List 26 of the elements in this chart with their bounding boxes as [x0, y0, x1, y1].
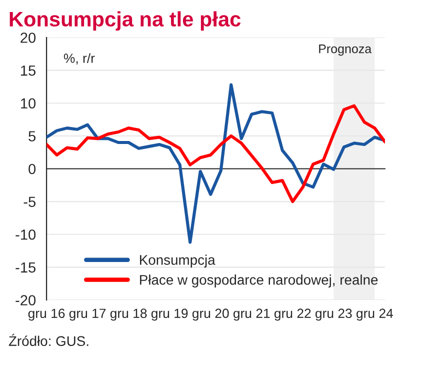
y-tick-label: -5: [24, 196, 36, 207]
chart-title: Konsumpcja na tle płac: [10, 11, 241, 31]
x-tick-label: gru 23: [316, 308, 352, 321]
x-tick-label: gru 16: [28, 308, 65, 321]
y-tick-label: -20: [16, 295, 36, 306]
line-series: [46, 104, 385, 204]
x-tick-label: gru 18: [110, 308, 147, 321]
x-tick-label: gru 21: [233, 308, 270, 321]
y-tick-label: -10: [16, 229, 36, 240]
line-series: [46, 83, 385, 244]
y-tick-label: -15: [16, 262, 36, 273]
y-tick-label: 0: [28, 164, 36, 174]
x-tick-label: gru 19: [151, 308, 188, 321]
x-tick-label: gru 20: [192, 308, 229, 321]
text: Źródło: GUS.: [8, 334, 88, 346]
annotation: %, r/r: [64, 53, 95, 64]
y-tick-label: 15: [21, 66, 36, 76]
x-tick-label: gru 22: [274, 308, 311, 321]
y-tick-label: 5: [28, 131, 36, 142]
legend-label: Płace w gospodarce narodowej, realne: [140, 274, 378, 288]
x-tick-label: gru 17: [69, 308, 106, 321]
x-tick-label: gru 24: [356, 308, 393, 321]
y-tick-label: 10: [21, 98, 36, 109]
legend-label: Konsumpcja: [140, 254, 216, 268]
band-label: Prognoza: [319, 44, 372, 56]
y-tick-label: 20: [20, 32, 36, 43]
